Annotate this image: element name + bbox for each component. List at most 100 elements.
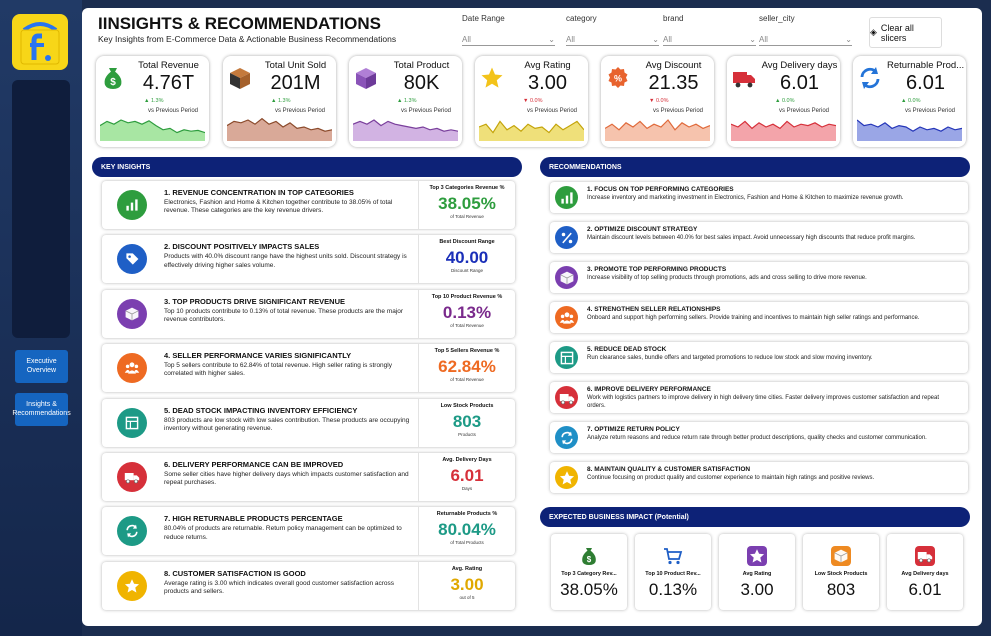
recommendation-description: Run clearance sales, bundle offers and t…: [587, 355, 873, 361]
clear-slicers-label: Clear all slicers: [880, 22, 914, 43]
kpi-sparkline: [857, 119, 962, 141]
chevron-down-icon: ⌄: [749, 34, 756, 44]
sparkline-line: [605, 119, 710, 131]
insight-metric: Returnable Products % 80.04% of Total Prod…: [418, 507, 515, 556]
kpi-card: $ Total Revenue 4.76T ▲ 1.3% vs Previous Per…: [96, 56, 209, 147]
impact-value: 0.13%: [648, 580, 698, 599]
insight-title: 5. DEAD STOCK IMPACTING INVENTORY EFFICI…: [164, 405, 358, 415]
kpi-comparison-label: vs Previous Period: [275, 108, 326, 114]
nav-insights-button[interactable]: Insights & Recommendations: [12, 393, 71, 426]
insight-metric-value: 38.05%: [438, 194, 496, 213]
sellers-icon: [555, 306, 578, 329]
slicer-date-range[interactable]: Date Range All ⌄: [462, 14, 555, 50]
box-icon: [555, 266, 578, 289]
sparkline-area: [100, 120, 205, 141]
insight-metric-value: 803: [452, 411, 482, 431]
recommendation-title: 6. IMPROVE DELIVERY PERFORMANCE: [587, 386, 711, 393]
kpi-delta: ▲ 1.3%: [271, 98, 291, 104]
recommendation-title: 7. OPTIMIZE RETURN POLICY: [587, 426, 680, 433]
svg-text:$: $: [110, 77, 116, 88]
kpi-delta: ▲ 0.0%: [775, 98, 795, 104]
recommendation-card: 2. OPTIMIZE DISCOUNT STRATEGY Maintain di…: [550, 222, 968, 253]
cart-icon: [663, 546, 683, 566]
kpi-card: Avg Rating 3.00 ▼ 0.0% vs Previous Period: [475, 56, 588, 147]
insight-metric-value: 0.13%: [442, 302, 492, 322]
kpi-label: Total Unit Sold: [264, 60, 327, 71]
sparkline-area: [731, 121, 836, 141]
kpi-delta: ▲ 1.3%: [144, 98, 164, 104]
impact-value: 6.01: [908, 580, 942, 599]
kpi-label: Total Product: [393, 60, 450, 71]
sparkline-line: [479, 120, 584, 134]
kpi-card: Returnable Prod... 6.01 ▲ 0.0% vs Previous …: [853, 56, 966, 147]
kpi-value: 6.01: [780, 72, 819, 94]
box-icon: [354, 66, 378, 90]
insight-description: Products with 40.0% discount range have …: [164, 253, 407, 269]
flipkart-logo: [12, 14, 68, 70]
kpi-card: Total Product 80K ▲ 1.3% vs Previous Period: [349, 56, 462, 147]
slicer-label: category: [566, 14, 597, 23]
star-icon: [480, 66, 504, 90]
money-bag-icon: $: [101, 66, 125, 90]
nav-executive-overview-button[interactable]: Executive Overview: [15, 350, 68, 383]
insight-metric: Low Stock Products 803 Products: [418, 398, 515, 447]
recommendation-card: 6. IMPROVE DELIVERY PERFORMANCE Work with…: [550, 382, 968, 413]
chevron-down-icon: ⌄: [652, 34, 659, 44]
insight-card: 1. REVENUE CONCENTRATION IN TOP CATEGORI…: [102, 181, 515, 229]
insight-description: Top 5 sellers contribute to 62.84% of to…: [164, 362, 392, 378]
slicer-dropdown[interactable]: All ⌄: [759, 33, 852, 46]
page-title: IINSIGHTS & RECOMMENDATIONS: [98, 14, 382, 33]
recommendation-title: 4. STRENGTHEN SELLER RELATIONSHIPS: [587, 306, 721, 313]
kpi-value: 21.35: [648, 72, 699, 94]
insight-metric: Top 10 Product Revenue % 0.13% of Total Re…: [418, 289, 515, 338]
slicer-seller-city[interactable]: seller_city All ⌄: [759, 14, 852, 50]
return-icon: [555, 426, 578, 449]
stock-icon: [117, 407, 147, 438]
kpi-label: Avg Discount: [645, 60, 702, 71]
sidebar: Executive Overview Insights & Recommenda…: [0, 0, 82, 636]
impact-value: 803: [826, 580, 856, 599]
recommendation-title: 3. PROMOTE TOP PERFORMING PRODUCTS: [587, 266, 727, 273]
slicer-dropdown[interactable]: All ⌄: [462, 33, 555, 46]
insight-title: 7. HIGH RETURNABLE PRODUCTS PERCENTAGE: [164, 514, 343, 524]
slicer-category[interactable]: category All ⌄: [566, 14, 659, 50]
page-subtitle: Key Insights from E-Commerce Data & Acti…: [98, 34, 397, 44]
insight-metric-label: Top 5 Sellers Revenue %: [434, 348, 500, 355]
sparkline-line: [353, 119, 458, 132]
recommendation-card: 1. FOCUS ON TOP PERFORMING CATEGORIES Inc…: [550, 182, 968, 213]
kpi-label: Avg Delivery days: [761, 60, 838, 71]
sidebar-panel: [12, 80, 70, 338]
star-icon: [747, 546, 767, 566]
bar-chart-icon: [117, 190, 147, 220]
kpi-sparkline: [479, 120, 584, 141]
impact-label: Avg Rating: [742, 571, 772, 577]
main-canvas: IINSIGHTS & RECOMMENDATIONS Key Insights…: [82, 8, 982, 626]
impact-label: Top 10 Product Rev...: [645, 571, 701, 577]
slicer-brand[interactable]: brand All ⌄: [663, 14, 756, 50]
kpi-value: 6.01: [906, 72, 945, 94]
clear-slicers-button[interactable]: ◈ Clear all slicers: [869, 17, 942, 48]
insight-metric-label: Avg. Delivery Days: [442, 457, 492, 463]
kpi-delta: ▲ 1.3%: [397, 98, 417, 104]
kpi-label: Avg Rating: [524, 60, 571, 71]
insight-metric-label: Best Discount Range: [439, 239, 495, 246]
insight-card: 7. HIGH RETURNABLE PRODUCTS PERCENTAGE 80…: [102, 507, 515, 556]
insight-metric-caption: Days: [461, 486, 473, 491]
svg-text:$: $: [587, 555, 592, 564]
slicer-dropdown[interactable]: All ⌄: [566, 33, 659, 46]
insight-metric-value: 3.00: [450, 574, 484, 594]
insight-metric: Avg. Delivery Days 6.01 Days: [418, 453, 515, 501]
insight-card: 4. SELLER PERFORMANCE VARIES SIGNIFICANT…: [102, 344, 515, 393]
impact-label: Low Stock Products: [814, 571, 868, 577]
slicer-dropdown[interactable]: All ⌄: [663, 33, 756, 46]
impact-value: 3.00: [740, 580, 774, 599]
recommendation-card: 7. OPTIMIZE RETURN POLICY Analyze return …: [550, 422, 968, 453]
kpi-sparkline: [731, 120, 836, 141]
impact-header: EXPECTED BUSINESS IMPACT (Potential): [540, 507, 970, 527]
insight-title: 6. DELIVERY PERFORMANCE CAN BE IMPROVED: [164, 460, 344, 469]
kpi-label: Returnable Prod...: [887, 60, 964, 71]
return-icon: [117, 516, 147, 547]
insight-metric-caption: of Total Products: [450, 540, 484, 546]
recommendation-description: Maintain discount levels between 40.0% f…: [587, 235, 916, 241]
box-icon: [117, 298, 147, 329]
